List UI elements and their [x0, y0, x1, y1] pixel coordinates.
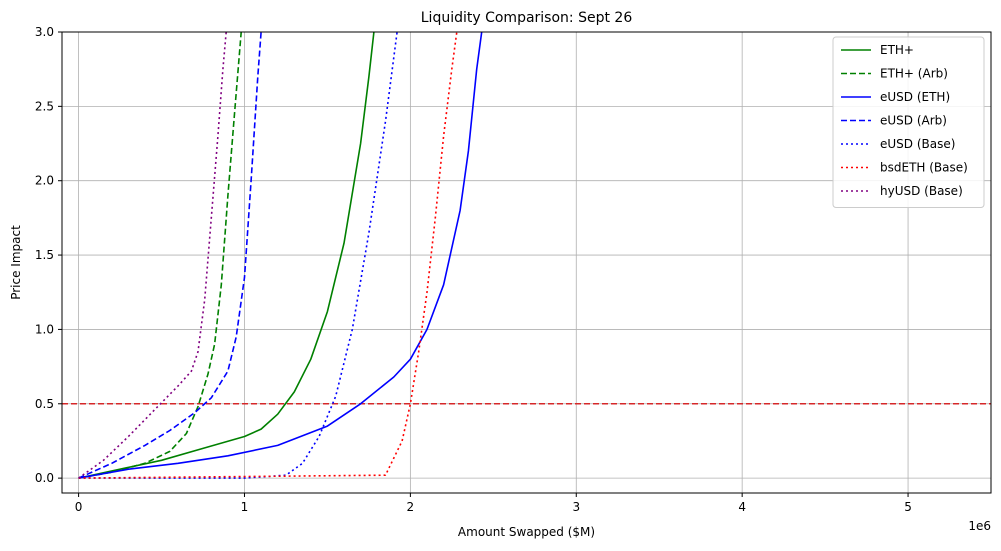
y-tick-label: 1.5 [35, 248, 54, 262]
y-tick-label: 2.5 [35, 99, 54, 113]
series-line-5 [78, 32, 458, 479]
chart-title: Liquidity Comparison: Sept 26 [421, 10, 633, 26]
legend-label: bsdETH (Base) [880, 161, 968, 175]
series-line-3 [78, 32, 262, 479]
legend-box [832, 36, 985, 208]
legend-label: hyUSD (Base) [880, 184, 963, 198]
legend: ETH+ ETH+ (Arb) eUSD (ETH) eUSD (Arb) eUSD (… [832, 36, 985, 208]
y-tick-label: 2.0 [35, 174, 54, 188]
y-tick-label: 3.0 [35, 25, 54, 39]
x-tick-label: 0 [75, 500, 83, 514]
series-line-2 [78, 32, 483, 479]
series-line-0 [78, 32, 375, 479]
x-tick-label: 2 [407, 500, 415, 514]
axis-ticks: 0 1 2 3 4 5 0.0 0.5 1.0 1.5 2.0 2.5 3.0 [35, 25, 912, 514]
series-group [78, 32, 483, 479]
y-tick-label: 1.0 [35, 322, 54, 336]
x-tick-label: 4 [738, 500, 746, 514]
legend-label: eUSD (Arb) [880, 114, 947, 128]
plot-frame [61, 31, 992, 494]
legend-label: ETH+ [880, 43, 914, 57]
x-axis-offset-label: 1e6 [968, 519, 991, 533]
legend-label: eUSD (ETH) [880, 90, 950, 104]
legend-label: eUSD (Base) [880, 137, 955, 151]
series-line-1 [78, 32, 242, 479]
y-tick-label: 0.0 [35, 471, 54, 485]
series-line-6 [78, 32, 227, 479]
x-tick-label: 5 [904, 500, 912, 514]
x-tick-label: 1 [241, 500, 249, 514]
y-tick-label: 0.5 [35, 397, 54, 411]
x-tick-label: 3 [572, 500, 580, 514]
y-axis-label: Price Impact [9, 225, 23, 300]
legend-label: ETH+ (Arb) [880, 67, 948, 81]
x-axis-label: Amount Swapped ($M) [458, 525, 595, 539]
